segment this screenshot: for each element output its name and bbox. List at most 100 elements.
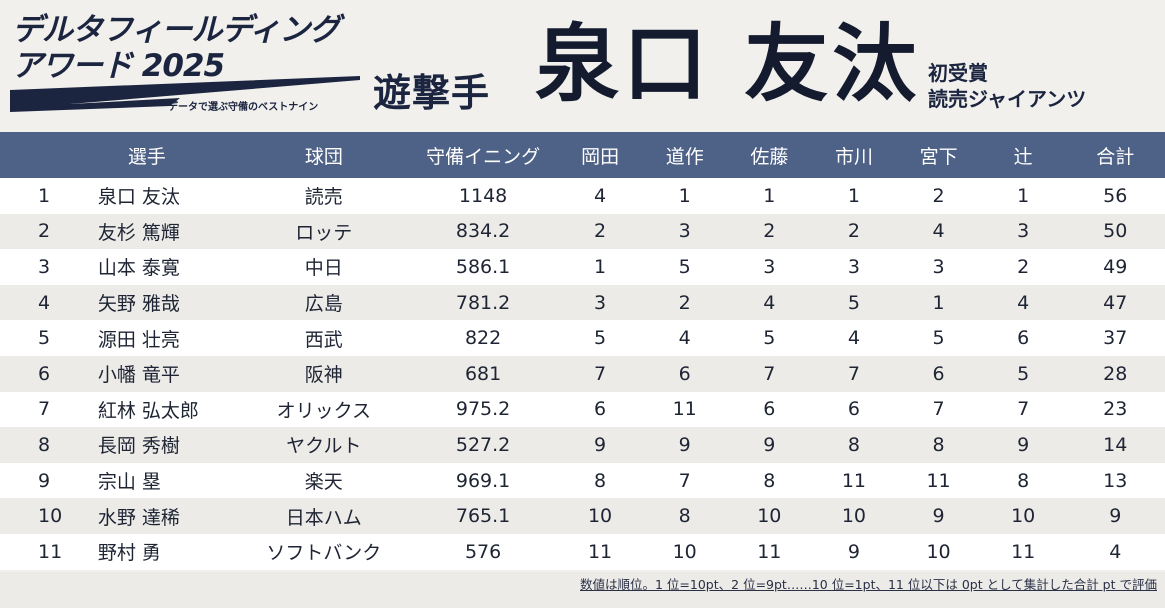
- swoosh-graphic: [10, 76, 360, 112]
- total-cell: 23: [1103, 398, 1128, 421]
- judge-rank-cell: 2: [1017, 255, 1030, 278]
- innings-cell: 975.2: [455, 398, 511, 421]
- judge-rank-cell: 1: [678, 184, 691, 207]
- judge-rank-cell: 3: [1017, 220, 1030, 243]
- team-cell: ロッテ: [295, 221, 353, 244]
- rank-cell: 3: [38, 255, 51, 278]
- judge-rank-cell: 5: [594, 327, 607, 350]
- judge-rank-cell: 3: [932, 255, 945, 278]
- innings-cell: 781.2: [455, 291, 511, 314]
- player-cell: 源田 壮亮: [97, 328, 180, 351]
- player-cell: 山本 泰寛: [97, 257, 180, 280]
- total-cell: 50: [1103, 220, 1128, 243]
- table-row: 5 源田 壮亮 西武 822 5 4 5 4 5 6 37: [0, 320, 1165, 356]
- header-judge-miyashita: 宮下: [919, 145, 958, 168]
- judge-rank-cell: 3: [847, 255, 860, 278]
- player-cell: 長岡 秀樹: [97, 435, 180, 458]
- total-cell: 28: [1103, 362, 1128, 385]
- award-info: 初受賞 読売ジャイアンツ: [928, 60, 1086, 112]
- rank-cell: 7: [38, 398, 51, 421]
- judge-rank-cell: 4: [932, 220, 945, 243]
- winner-team: 読売ジャイアンツ: [928, 87, 1087, 111]
- total-cell: 37: [1103, 327, 1128, 350]
- judge-rank-cell: 10: [841, 505, 867, 528]
- judge-rank-cell: 5: [932, 327, 945, 350]
- total-cell: 56: [1103, 184, 1128, 207]
- player-cell: 矢野 雅哉: [97, 293, 180, 316]
- ranking-table: 選手 球団 守備イニング 岡田 道作 佐藤 市川 宮下 辻 合計 1 泉口 友汰 読…: [0, 132, 1165, 570]
- team-cell: 西武: [304, 328, 343, 351]
- judge-rank-cell: 1: [594, 255, 607, 278]
- judge-rank-cell: 9: [847, 540, 860, 563]
- judge-rank-cell: 2: [763, 220, 776, 243]
- judge-rank-cell: 6: [847, 398, 860, 421]
- header-innings: 守備イニング: [426, 145, 541, 168]
- award-title-line1: デルタフィールディング: [12, 12, 340, 48]
- table-body: 1 泉口 友汰 読売 1148 4 1 1 1 2 1 56 2 友杉 篤輝 ロッテ 834.2 2 3 2 2 4 3…: [0, 178, 1165, 570]
- footnote-bar: [0, 572, 1165, 608]
- judge-rank-cell: 9: [678, 433, 691, 456]
- judge-rank-cell: 4: [678, 327, 691, 350]
- judge-rank-cell: 1: [763, 184, 776, 207]
- total-cell: 4: [1109, 540, 1122, 563]
- judge-rank-cell: 9: [1017, 433, 1030, 456]
- judge-rank-cell: 4: [763, 291, 776, 314]
- judge-rank-cell: 3: [763, 255, 776, 278]
- table-row: 3 山本 泰寛 中日 586.1 1 5 3 3 3 2 49: [0, 249, 1165, 285]
- position-label: 遊撃手: [373, 71, 491, 115]
- team-cell: ソフトバンク: [266, 542, 382, 565]
- judge-rank-cell: 7: [594, 362, 607, 385]
- judge-rank-cell: 9: [594, 433, 607, 456]
- player-cell: 水野 達稀: [97, 506, 180, 529]
- table-row: 9 宗山 塁 楽天 969.1 8 7 8 11 11 8 13: [0, 462, 1165, 499]
- judge-rank-cell: 10: [587, 505, 613, 528]
- rank-cell: 8: [38, 433, 51, 456]
- header-judge-tsuji: 辻: [1013, 145, 1033, 168]
- judge-rank-cell: 4: [1017, 291, 1030, 314]
- judge-rank-cell: 1: [932, 291, 945, 314]
- judge-rank-cell: 9: [932, 505, 945, 528]
- judge-rank-cell: 10: [1011, 505, 1036, 528]
- rank-cell: 5: [38, 327, 51, 350]
- judge-rank-cell: 10: [757, 505, 782, 528]
- header-judge-ichikawa: 市川: [834, 145, 873, 168]
- innings-cell: 969.1: [455, 469, 511, 492]
- judge-rank-cell: 6: [932, 362, 945, 385]
- judge-rank-cell: 7: [932, 398, 945, 421]
- player-cell: 野村 勇: [97, 542, 161, 565]
- judge-rank-cell: 11: [587, 540, 613, 563]
- team-cell: 広島: [304, 293, 343, 316]
- team-cell: 阪神: [304, 364, 343, 387]
- judge-rank-cell: 7: [678, 469, 691, 492]
- rank-cell: 6: [38, 362, 51, 385]
- team-cell: 日本ハム: [285, 506, 362, 529]
- table-row: 4 矢野 雅哉 広島 781.2 3 2 4 5 1 4 47: [0, 284, 1165, 321]
- footnote: 数値は順位。1 位=10pt、2 位=9pt……10 位=1pt、11 位以下は…: [580, 577, 1157, 592]
- table-header: 選手 球団 守備イニング 岡田 道作 佐藤 市川 宮下 辻 合計: [0, 132, 1165, 178]
- rank-cell: 2: [38, 220, 51, 243]
- rank-cell: 1: [38, 184, 51, 207]
- total-cell: 9: [1109, 505, 1122, 528]
- judge-rank-cell: 2: [594, 220, 607, 243]
- judge-rank-cell: 5: [847, 291, 860, 314]
- rank-cell: 10: [38, 505, 63, 528]
- judge-rank-cell: 8: [594, 469, 607, 492]
- rank-cell: 4: [38, 291, 51, 314]
- innings-cell: 586.1: [455, 255, 511, 278]
- table-row: 2 友杉 篤輝 ロッテ 834.2 2 3 2 2 4 3 50: [0, 213, 1165, 250]
- judge-rank-cell: 5: [678, 255, 691, 278]
- judge-rank-cell: 7: [763, 362, 776, 385]
- header-team: 球団: [304, 145, 343, 168]
- table-row: 11 野村 勇 ソフトバンク 576 11 10 11 9 10 11 4: [0, 533, 1165, 570]
- team-cell: 楽天: [304, 471, 343, 494]
- judge-rank-cell: 5: [1017, 362, 1030, 385]
- team-cell: 中日: [304, 257, 343, 280]
- innings-cell: 765.1: [455, 505, 511, 528]
- rank-cell: 9: [38, 469, 51, 492]
- judge-rank-cell: 8: [763, 469, 776, 492]
- judge-rank-cell: 4: [594, 184, 607, 207]
- header-judge-sato: 佐藤: [750, 145, 789, 168]
- table-row: 8 長岡 秀樹 ヤクルト 527.2 9 9 9 8 8 9 14: [0, 427, 1165, 463]
- innings-cell: 1148: [458, 184, 508, 207]
- judge-rank-cell: 8: [678, 505, 691, 528]
